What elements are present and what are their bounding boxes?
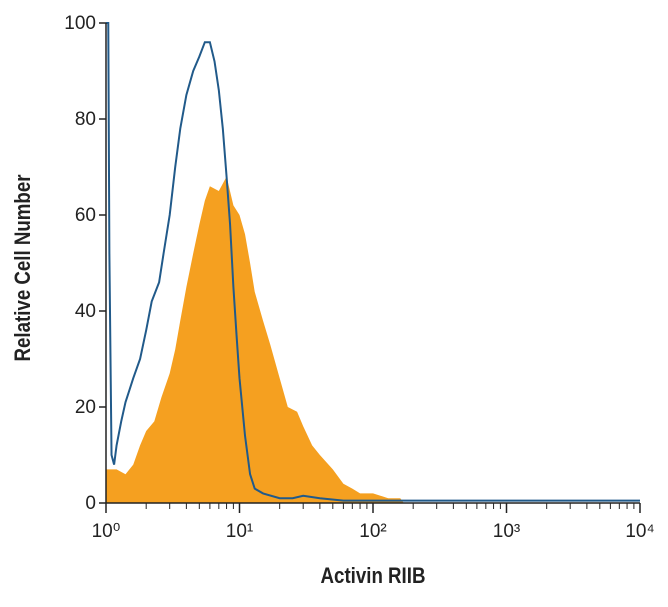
x-tick-label: 10²: [359, 521, 386, 542]
x-tick-label: 10⁴: [625, 521, 654, 542]
histogram-area: [106, 176, 404, 503]
x-tick-label: 10³: [493, 521, 520, 542]
x-tick-label: 10⁰: [92, 521, 121, 542]
y-tick-label: 0: [85, 493, 96, 514]
y-tick-label: 80: [75, 109, 96, 130]
y-axis-label: Relative Cell Number: [12, 174, 36, 361]
x-tick-label: 10¹: [226, 521, 253, 542]
x-axis-label: Activin RIIB: [321, 565, 426, 589]
y-tick-label: 100: [64, 13, 96, 34]
histogram-outline: [106, 22, 640, 502]
y-tick-label: 20: [75, 397, 96, 418]
y-tick-label: 60: [75, 205, 96, 226]
y-tick-label: 40: [75, 301, 96, 322]
